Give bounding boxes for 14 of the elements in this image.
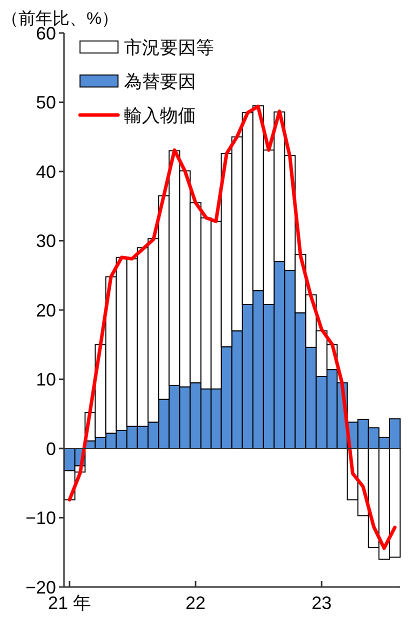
y-tick-label: 50 (36, 92, 56, 113)
x-tick-label: 23 (312, 593, 332, 613)
y-tick-label: 30 (36, 231, 56, 252)
x-tick-label: 22 (186, 593, 206, 613)
line-series (68, 104, 397, 550)
legend-label: 市況要因等 (124, 37, 214, 58)
y-tick-label: −10 (25, 508, 56, 528)
legend-label: 輸入物価 (124, 105, 196, 126)
y-axis-title: （前年比、%） (1, 9, 119, 28)
y-tick-label: 20 (36, 300, 56, 320)
y-tick-label: 0 (46, 438, 56, 459)
legend-label: 為替要因 (124, 71, 196, 92)
y-tick-label: 40 (36, 162, 56, 182)
y-tick-label: 10 (36, 370, 56, 390)
